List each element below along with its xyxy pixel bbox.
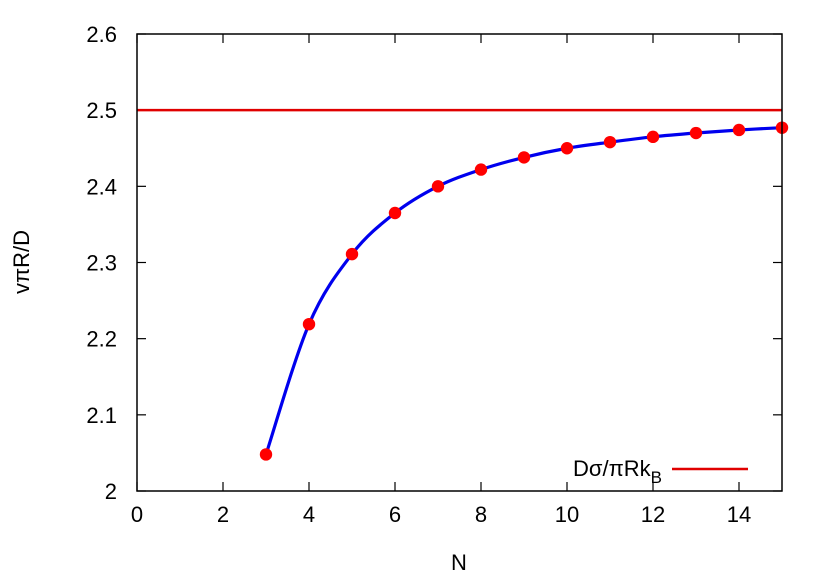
data-point: [732, 123, 746, 137]
legend-label: Dσ/πRkB: [573, 456, 662, 487]
data-point: [603, 135, 617, 149]
legend-label-subscript: B: [651, 468, 662, 487]
x-tick-label: 10: [555, 502, 579, 527]
y-tick-label: 2.1: [86, 403, 117, 428]
x-tick-label: 4: [303, 502, 315, 527]
data-point: [431, 180, 445, 193]
y-tick-label: 2.6: [86, 22, 117, 47]
y-axis-title: vπR/D: [9, 230, 34, 294]
x-tick-label: 0: [131, 502, 143, 527]
data-point: [345, 247, 359, 261]
curve-group: [264, 126, 783, 455]
y-tick-label: 2.4: [86, 174, 117, 199]
data-point: [517, 151, 531, 164]
data-point: [388, 206, 402, 220]
x-axis-title: N: [451, 550, 467, 575]
y-tick-label: 2.2: [86, 327, 117, 352]
data-point: [259, 448, 273, 461]
points-group: [259, 121, 789, 461]
fit-curve: [264, 126, 783, 455]
legend: Dσ/πRkB: [573, 456, 748, 487]
data-point: [646, 130, 660, 144]
x-tick-label: 8: [475, 502, 487, 527]
y-tick-label: 2.3: [86, 251, 117, 276]
y-tick-label: 2.5: [86, 98, 117, 123]
data-point: [689, 126, 703, 140]
plot-frame: [136, 33, 783, 492]
axis-ticks: [136, 33, 782, 492]
x-tick-label: 12: [641, 502, 665, 527]
x-tick-label: 2: [217, 502, 229, 527]
data-point: [560, 142, 574, 155]
x-tick-label: 6: [389, 502, 401, 527]
data-point: [474, 163, 488, 176]
x-tick-label: 14: [727, 502, 751, 527]
data-point: [302, 317, 316, 331]
legend-label-main: Dσ/πRk: [573, 456, 652, 481]
y-tick-label: 2: [105, 479, 117, 504]
